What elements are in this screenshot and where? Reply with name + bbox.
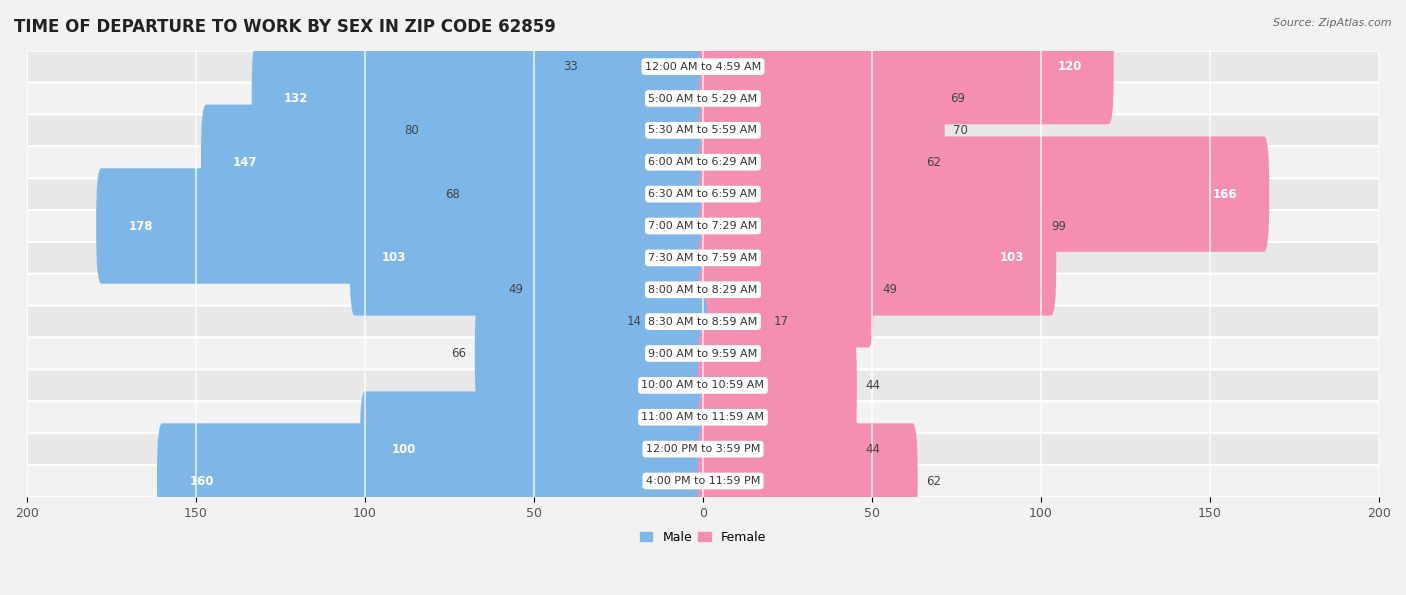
FancyBboxPatch shape: [27, 337, 1379, 369]
Text: 10:00 AM to 10:59 AM: 10:00 AM to 10:59 AM: [641, 380, 765, 390]
FancyBboxPatch shape: [697, 392, 856, 507]
Text: 178: 178: [128, 220, 153, 233]
Text: 0: 0: [717, 411, 724, 424]
Text: 132: 132: [284, 92, 308, 105]
Legend: Male, Female: Male, Female: [636, 526, 770, 549]
Text: 17: 17: [773, 315, 789, 328]
FancyBboxPatch shape: [27, 306, 1379, 337]
Text: 4:00 PM to 11:59 PM: 4:00 PM to 11:59 PM: [645, 476, 761, 486]
Text: 160: 160: [190, 474, 214, 487]
Text: 0: 0: [717, 347, 724, 360]
Text: 6:30 AM to 6:59 AM: 6:30 AM to 6:59 AM: [648, 189, 758, 199]
FancyBboxPatch shape: [697, 9, 1114, 124]
FancyBboxPatch shape: [697, 73, 945, 188]
FancyBboxPatch shape: [201, 105, 709, 220]
Text: 11:00 AM to 11:59 AM: 11:00 AM to 11:59 AM: [641, 412, 765, 422]
FancyBboxPatch shape: [27, 178, 1379, 210]
Text: 33: 33: [564, 60, 578, 73]
FancyBboxPatch shape: [27, 146, 1379, 178]
FancyBboxPatch shape: [27, 83, 1379, 114]
FancyBboxPatch shape: [157, 423, 709, 538]
Text: 70: 70: [953, 124, 967, 137]
Text: 8:00 AM to 8:29 AM: 8:00 AM to 8:29 AM: [648, 285, 758, 295]
FancyBboxPatch shape: [27, 210, 1379, 242]
Text: 99: 99: [1052, 220, 1066, 233]
Text: 62: 62: [927, 156, 941, 169]
FancyBboxPatch shape: [27, 433, 1379, 465]
Text: 147: 147: [233, 156, 257, 169]
Text: 5:00 AM to 5:29 AM: 5:00 AM to 5:29 AM: [648, 93, 758, 104]
Text: Source: ZipAtlas.com: Source: ZipAtlas.com: [1274, 18, 1392, 28]
Text: 5:30 AM to 5:59 AM: 5:30 AM to 5:59 AM: [648, 126, 758, 136]
Text: 8:30 AM to 8:59 AM: 8:30 AM to 8:59 AM: [648, 317, 758, 327]
FancyBboxPatch shape: [427, 73, 709, 188]
FancyBboxPatch shape: [252, 41, 709, 156]
Text: 66: 66: [451, 347, 467, 360]
Text: 80: 80: [405, 124, 419, 137]
Text: 62: 62: [927, 474, 941, 487]
FancyBboxPatch shape: [697, 136, 1270, 252]
Text: 7:00 AM to 7:29 AM: 7:00 AM to 7:29 AM: [648, 221, 758, 231]
Text: 44: 44: [865, 379, 880, 392]
FancyBboxPatch shape: [27, 401, 1379, 433]
FancyBboxPatch shape: [697, 168, 1043, 284]
FancyBboxPatch shape: [697, 41, 941, 156]
FancyBboxPatch shape: [360, 392, 709, 507]
FancyBboxPatch shape: [651, 264, 709, 380]
FancyBboxPatch shape: [27, 465, 1379, 497]
FancyBboxPatch shape: [697, 200, 1056, 315]
FancyBboxPatch shape: [27, 274, 1379, 306]
Text: 14: 14: [627, 315, 643, 328]
FancyBboxPatch shape: [27, 369, 1379, 401]
Text: 68: 68: [444, 187, 460, 201]
Text: 9:00 AM to 9:59 AM: 9:00 AM to 9:59 AM: [648, 349, 758, 359]
Text: 0: 0: [682, 379, 689, 392]
FancyBboxPatch shape: [468, 136, 709, 252]
Text: 166: 166: [1212, 187, 1237, 201]
FancyBboxPatch shape: [350, 200, 709, 315]
FancyBboxPatch shape: [27, 114, 1379, 146]
Text: 103: 103: [1000, 251, 1024, 264]
FancyBboxPatch shape: [697, 423, 918, 538]
Text: 6:00 AM to 6:29 AM: 6:00 AM to 6:29 AM: [648, 157, 758, 167]
Text: TIME OF DEPARTURE TO WORK BY SEX IN ZIP CODE 62859: TIME OF DEPARTURE TO WORK BY SEX IN ZIP …: [14, 18, 555, 36]
FancyBboxPatch shape: [697, 328, 856, 443]
FancyBboxPatch shape: [586, 9, 709, 124]
Text: 7:30 AM to 7:59 AM: 7:30 AM to 7:59 AM: [648, 253, 758, 263]
Text: 44: 44: [865, 443, 880, 456]
Text: 49: 49: [509, 283, 524, 296]
FancyBboxPatch shape: [533, 232, 709, 347]
FancyBboxPatch shape: [27, 242, 1379, 274]
Text: 103: 103: [382, 251, 406, 264]
Text: 69: 69: [950, 92, 965, 105]
FancyBboxPatch shape: [96, 168, 709, 284]
FancyBboxPatch shape: [475, 296, 709, 411]
FancyBboxPatch shape: [697, 105, 918, 220]
Text: 100: 100: [392, 443, 416, 456]
FancyBboxPatch shape: [697, 232, 873, 347]
Text: 12:00 PM to 3:59 PM: 12:00 PM to 3:59 PM: [645, 444, 761, 454]
Text: 0: 0: [682, 411, 689, 424]
FancyBboxPatch shape: [697, 264, 765, 380]
Text: 120: 120: [1057, 60, 1081, 73]
Text: 12:00 AM to 4:59 AM: 12:00 AM to 4:59 AM: [645, 62, 761, 71]
FancyBboxPatch shape: [27, 51, 1379, 83]
Text: 49: 49: [882, 283, 897, 296]
